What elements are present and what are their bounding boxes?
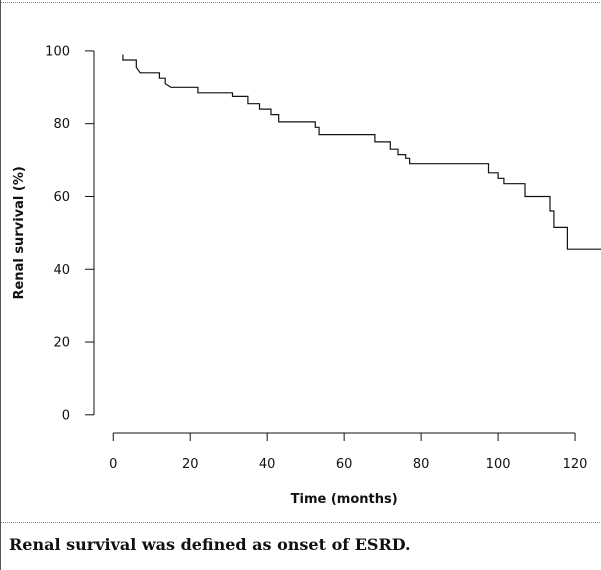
- chart-ticks: 0 20 40 60 80 100 0 20 40 60 80 100 120: [45, 44, 587, 472]
- y-tick-label: 0: [62, 408, 70, 423]
- x-axis-title: Time (months): [291, 492, 398, 507]
- top-dotted-rule: [1, 2, 601, 3]
- x-tick-label: 100: [486, 457, 511, 472]
- y-tick-label: 80: [53, 117, 70, 132]
- x-tick-label: 40: [259, 457, 276, 472]
- figure-caption: Renal survival was defined as onset of E…: [9, 535, 411, 554]
- y-tick-label: 20: [53, 336, 70, 351]
- chart-axes: [93, 50, 576, 434]
- survival-step-line: [122, 54, 601, 250]
- x-tick-label: 120: [563, 457, 588, 472]
- y-tick-label: 40: [53, 263, 70, 278]
- survival-chart: 0 20 40 60 80 100 0 20 40 60 80 100 120 Time (months…: [12, 44, 601, 507]
- x-tick-label: 0: [109, 457, 117, 472]
- y-tick-label: 100: [45, 44, 70, 59]
- x-tick-label: 60: [336, 457, 353, 472]
- chart-series: [122, 54, 601, 250]
- x-tick-label: 80: [413, 457, 430, 472]
- caption-dotted-rule: [1, 522, 601, 523]
- y-axis-title: Renal survival (%): [12, 166, 27, 299]
- y-tick-label: 60: [53, 190, 70, 205]
- x-tick-label: 20: [182, 457, 199, 472]
